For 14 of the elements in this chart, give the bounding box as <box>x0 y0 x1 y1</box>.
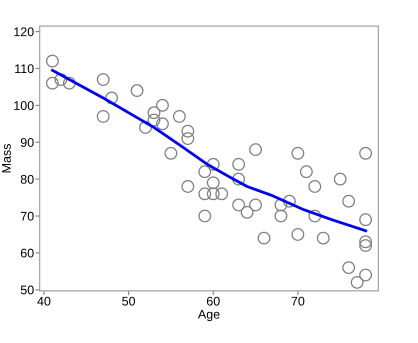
x-tick-label: 50 <box>122 296 136 306</box>
y-tick-label: 60 <box>20 248 34 258</box>
y-tick-label: 90 <box>20 138 34 147</box>
y-tick-label: 110 <box>15 64 34 74</box>
y-tick-label: 80 <box>20 174 34 184</box>
x-tick-label: 60 <box>206 296 220 306</box>
y-tick-label: 70 <box>20 212 34 221</box>
x-tick-label: 70 <box>292 296 304 306</box>
x-axis-title: Age <box>198 310 220 322</box>
y-axis-title: Mass <box>2 144 11 172</box>
y-tick-label: 100 <box>14 101 34 110</box>
x-tick-label: 40 <box>37 296 50 306</box>
y-tick-label: 120 <box>14 27 34 36</box>
y-tick-label: 50 <box>20 286 34 294</box>
